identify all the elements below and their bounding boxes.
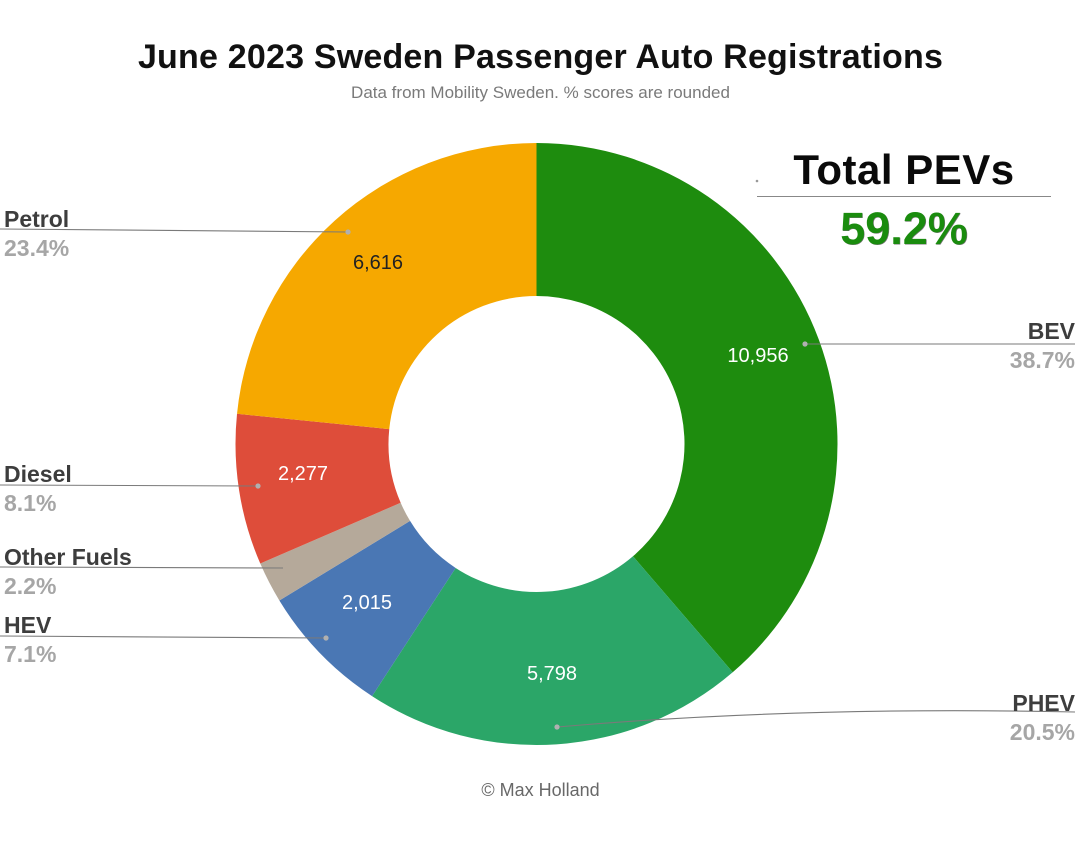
svg-text:5,798: 5,798 — [527, 663, 577, 685]
svg-text:10,956: 10,956 — [727, 345, 788, 367]
